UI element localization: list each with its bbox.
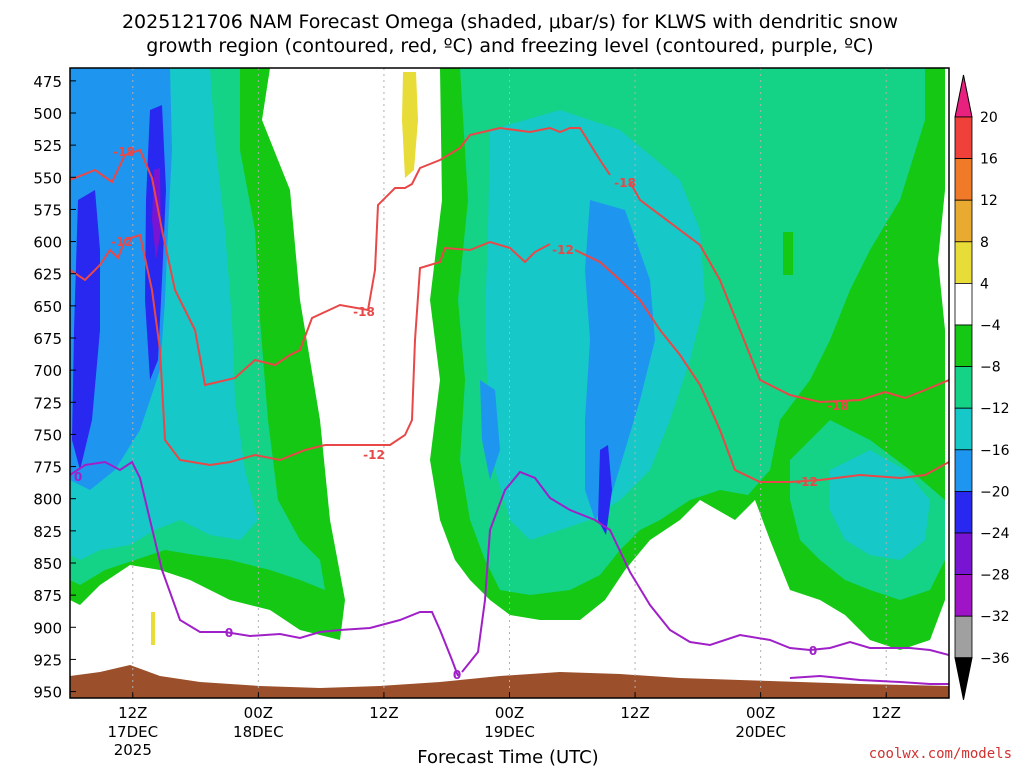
y-tick-label: 550 <box>33 169 62 187</box>
colorbar-label: −12 <box>980 401 1010 417</box>
y-tick-label: 875 <box>33 587 62 605</box>
colorbar-bin <box>954 490 973 534</box>
colorbar-bin <box>954 199 973 243</box>
y-tick-label: 725 <box>33 394 62 412</box>
x-tick-label-time: 00Z <box>495 704 524 722</box>
colorbar-bin <box>954 241 973 284</box>
contour-label: -12 <box>111 235 133 249</box>
y-tick-label: 525 <box>33 137 62 155</box>
contour-zero-bottom <box>789 674 949 685</box>
contour-label: -18 <box>353 305 375 319</box>
omega-region-green-patch <box>783 232 793 275</box>
x-tick-label-time: 12Z <box>620 704 649 722</box>
y-tick-label: 925 <box>33 651 62 669</box>
y-tick-label: 800 <box>33 491 62 509</box>
x-tick-label-date: 17DEC <box>107 723 158 741</box>
colorbar-label: −8 <box>980 360 1001 376</box>
colorbar-bottom-triangle <box>954 657 973 700</box>
y-tick-label: 700 <box>33 362 62 380</box>
colorbar-bin <box>954 615 973 659</box>
y-tick-label: 600 <box>33 234 62 252</box>
colorbar-label: −20 <box>980 484 1010 500</box>
contour-label: -12 <box>552 243 574 257</box>
chart-title-line2: growth region (contoured, red, ºC) and f… <box>146 35 873 57</box>
colorbar-label: 8 <box>980 235 989 251</box>
omega-region-blue-mid <box>585 200 655 520</box>
x-tick-label-date: 19DEC <box>484 723 535 741</box>
contour-label: -18 <box>827 399 849 413</box>
y-tick-label: 950 <box>33 684 62 702</box>
contour-minus18-right <box>629 181 949 404</box>
contour-zero-right <box>461 470 949 673</box>
colorbar-label: −24 <box>980 526 1010 542</box>
y-tick-label: 900 <box>33 619 62 637</box>
x-tick-label-time: 00Z <box>746 704 775 722</box>
omega-region-blue-thin <box>480 380 500 480</box>
y-tick-label: 650 <box>33 298 62 316</box>
omega-shading-layer <box>70 68 949 698</box>
colorbar-bin <box>954 158 973 201</box>
colorbar-label: 20 <box>980 110 998 126</box>
contour-label: -12 <box>796 475 818 489</box>
omega-region-darkblue-mid <box>598 445 612 535</box>
colorbar-bin <box>954 407 973 451</box>
y-tick-label: 775 <box>33 459 62 477</box>
contour-label: -12 <box>363 448 385 462</box>
chart-title-line1: 2025121706 NAM Forecast Omega (shaded, μ… <box>122 11 898 33</box>
colorbar-top-triangle <box>954 74 973 118</box>
colorbar-bin <box>954 324 973 367</box>
x-axis-title: Forecast Time (UTC) <box>417 747 598 768</box>
colorbar-bin <box>954 366 973 409</box>
y-tick-label: 750 <box>33 426 62 444</box>
x-tick-label-year: 2025 <box>114 741 152 759</box>
y-tick-label: 850 <box>33 555 62 573</box>
y-tick-label: 675 <box>33 330 62 348</box>
contour-label: -18 <box>614 176 636 190</box>
omega-region-yellow-top <box>402 72 418 178</box>
contour-minus18-left <box>70 126 611 387</box>
colorbar-bin <box>954 449 973 492</box>
colorbar-label: 16 <box>980 152 998 168</box>
colorbar-label: −32 <box>980 609 1010 625</box>
y-tick-label: 825 <box>33 523 62 541</box>
x-tick-label-time: 12Z <box>118 704 147 722</box>
x-tick-label-date: 20DEC <box>735 723 786 741</box>
y-tick-label: 475 <box>33 73 62 91</box>
contour-label: 0 <box>225 626 233 640</box>
contour-minus12-right <box>574 249 949 483</box>
x-tick-label-time: 00Z <box>244 704 273 722</box>
contour-label: 0 <box>74 470 82 484</box>
colorbar-label: 12 <box>980 193 998 209</box>
colorbar-label: −4 <box>980 318 1001 334</box>
contour-labels: -18 -12 -18 -12 -12 -18 -18 -12 0 0 0 0 <box>74 145 849 682</box>
x-tick-label-time: 12Z <box>872 704 901 722</box>
contour-zero-left <box>70 460 459 677</box>
colorbar-label: −36 <box>980 651 1010 667</box>
colorbar-label: 4 <box>980 276 989 292</box>
y-tick-label: 625 <box>33 266 62 284</box>
y-axis: 475 500 525 550 575 600 625 650 675 700 725 750 775 8… <box>33 73 76 702</box>
colorbar-bin <box>954 116 973 159</box>
contour-label: 0 <box>453 668 461 682</box>
y-tick-label: 500 <box>33 105 62 123</box>
x-tick-label-date: 18DEC <box>233 723 284 741</box>
colorbar: 20 16 12 8 4 −4 −8 −12 −16 −20 −24 −28 −32 −36 <box>954 74 1010 700</box>
contour-label: -18 <box>113 145 135 159</box>
contour-label: 0 <box>809 644 817 658</box>
contour-minus12-left <box>70 233 551 467</box>
y-tick-label: 575 <box>33 201 62 219</box>
omega-region-blue-left <box>70 68 172 490</box>
contour-layer <box>70 126 949 685</box>
credit-text: coolwx.com/models <box>869 746 1012 762</box>
x-tick-label-time: 12Z <box>369 704 398 722</box>
colorbar-bin <box>954 574 973 617</box>
colorbar-bin <box>954 532 973 575</box>
colorbar-label: −16 <box>980 443 1010 459</box>
colorbar-bin <box>954 282 973 326</box>
omega-region-darkblue-left <box>72 190 100 470</box>
omega-region-yellow-spot <box>151 612 155 645</box>
colorbar-label: −28 <box>980 568 1010 584</box>
